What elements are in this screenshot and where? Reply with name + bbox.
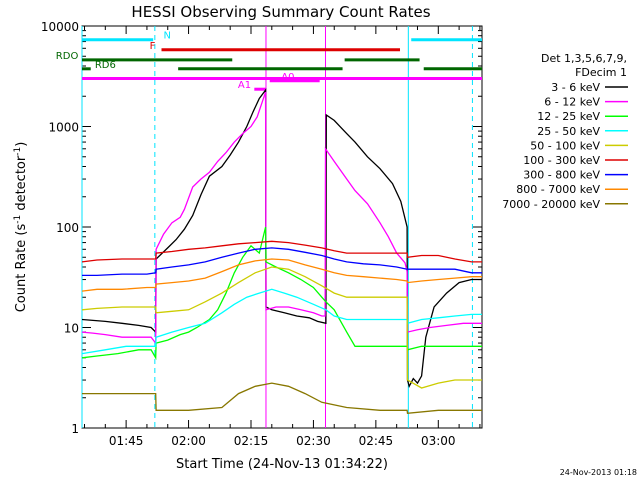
legend-entry-label: 300 - 800 keV	[523, 169, 600, 182]
legend-header-detectors: Det 1,3,5,6,7,9,	[541, 52, 627, 65]
flag-label: F	[150, 41, 156, 52]
y-tick-label: 10000	[41, 20, 79, 34]
series-line-2	[82, 226, 482, 361]
x-tick-label: 03:00	[421, 434, 456, 448]
legend-entry-label: 50 - 100 keV	[530, 139, 600, 152]
legend-entry-label: 3 - 6 keV	[551, 81, 600, 94]
flag-label: A0	[281, 72, 294, 83]
flag-label: RD6	[95, 60, 116, 71]
series-line-3	[82, 288, 482, 355]
legend: Det 1,3,5,6,7,9, FDecim 1 3 - 6 keV 6 - 1…	[502, 52, 628, 211]
footer-timestamp: 24-Nov-2013 01:18	[560, 468, 637, 477]
legend-header-decimation: FDecim 1	[575, 66, 627, 79]
legend-entry-label: 800 - 7000 keV	[516, 183, 600, 196]
x-tick-label: 01:45	[109, 434, 144, 448]
legend-entry-label: 12 - 25 keV	[537, 110, 600, 123]
series-lines	[82, 88, 482, 415]
series-line-4	[82, 266, 482, 389]
series-line-5	[82, 240, 482, 263]
x-tick-label: 02:45	[359, 434, 394, 448]
x-axis-label: Start Time (24-Nov-13 01:34:22)	[176, 457, 388, 472]
legend-entry-label: 100 - 300 keV	[523, 154, 600, 167]
legend-entry-label: 25 - 50 keV	[537, 125, 600, 138]
series-line-1	[82, 91, 482, 345]
y-tick-label: 1000	[48, 121, 79, 135]
legend-entry-label: 7000 - 20000 keV	[502, 198, 600, 211]
flag-label: A1	[238, 80, 251, 91]
series-line-0	[82, 88, 482, 389]
legend-entry-label: 6 - 12 keV	[544, 96, 600, 109]
x-tick-label: 02:30	[296, 434, 331, 448]
x-tick-label: 02:00	[171, 434, 206, 448]
flag-label: N	[164, 31, 171, 42]
flag-label: RDO	[56, 51, 79, 62]
series-line-6	[82, 247, 482, 277]
x-axis: 01:45 02:00 02:15 02:30 02:45 03:00	[83, 26, 481, 448]
y-axis-label: Count Rate (s-1 detector-1)	[13, 142, 29, 313]
chart-title: HESSI Observing Summary Count Rates	[131, 3, 430, 21]
y-tick-label: 100	[56, 221, 79, 235]
y-tick-label: 10	[64, 322, 79, 336]
mode-markers	[81, 26, 473, 428]
y-axis: 1 10 100 1000 10000	[41, 20, 482, 436]
y-tick-label: 1	[71, 422, 79, 436]
series-line-7	[82, 258, 482, 292]
series-line-8	[82, 382, 482, 415]
flag-bars: NF RDO RD6 A0 A1	[56, 31, 482, 91]
x-tick-label: 02:15	[234, 434, 269, 448]
